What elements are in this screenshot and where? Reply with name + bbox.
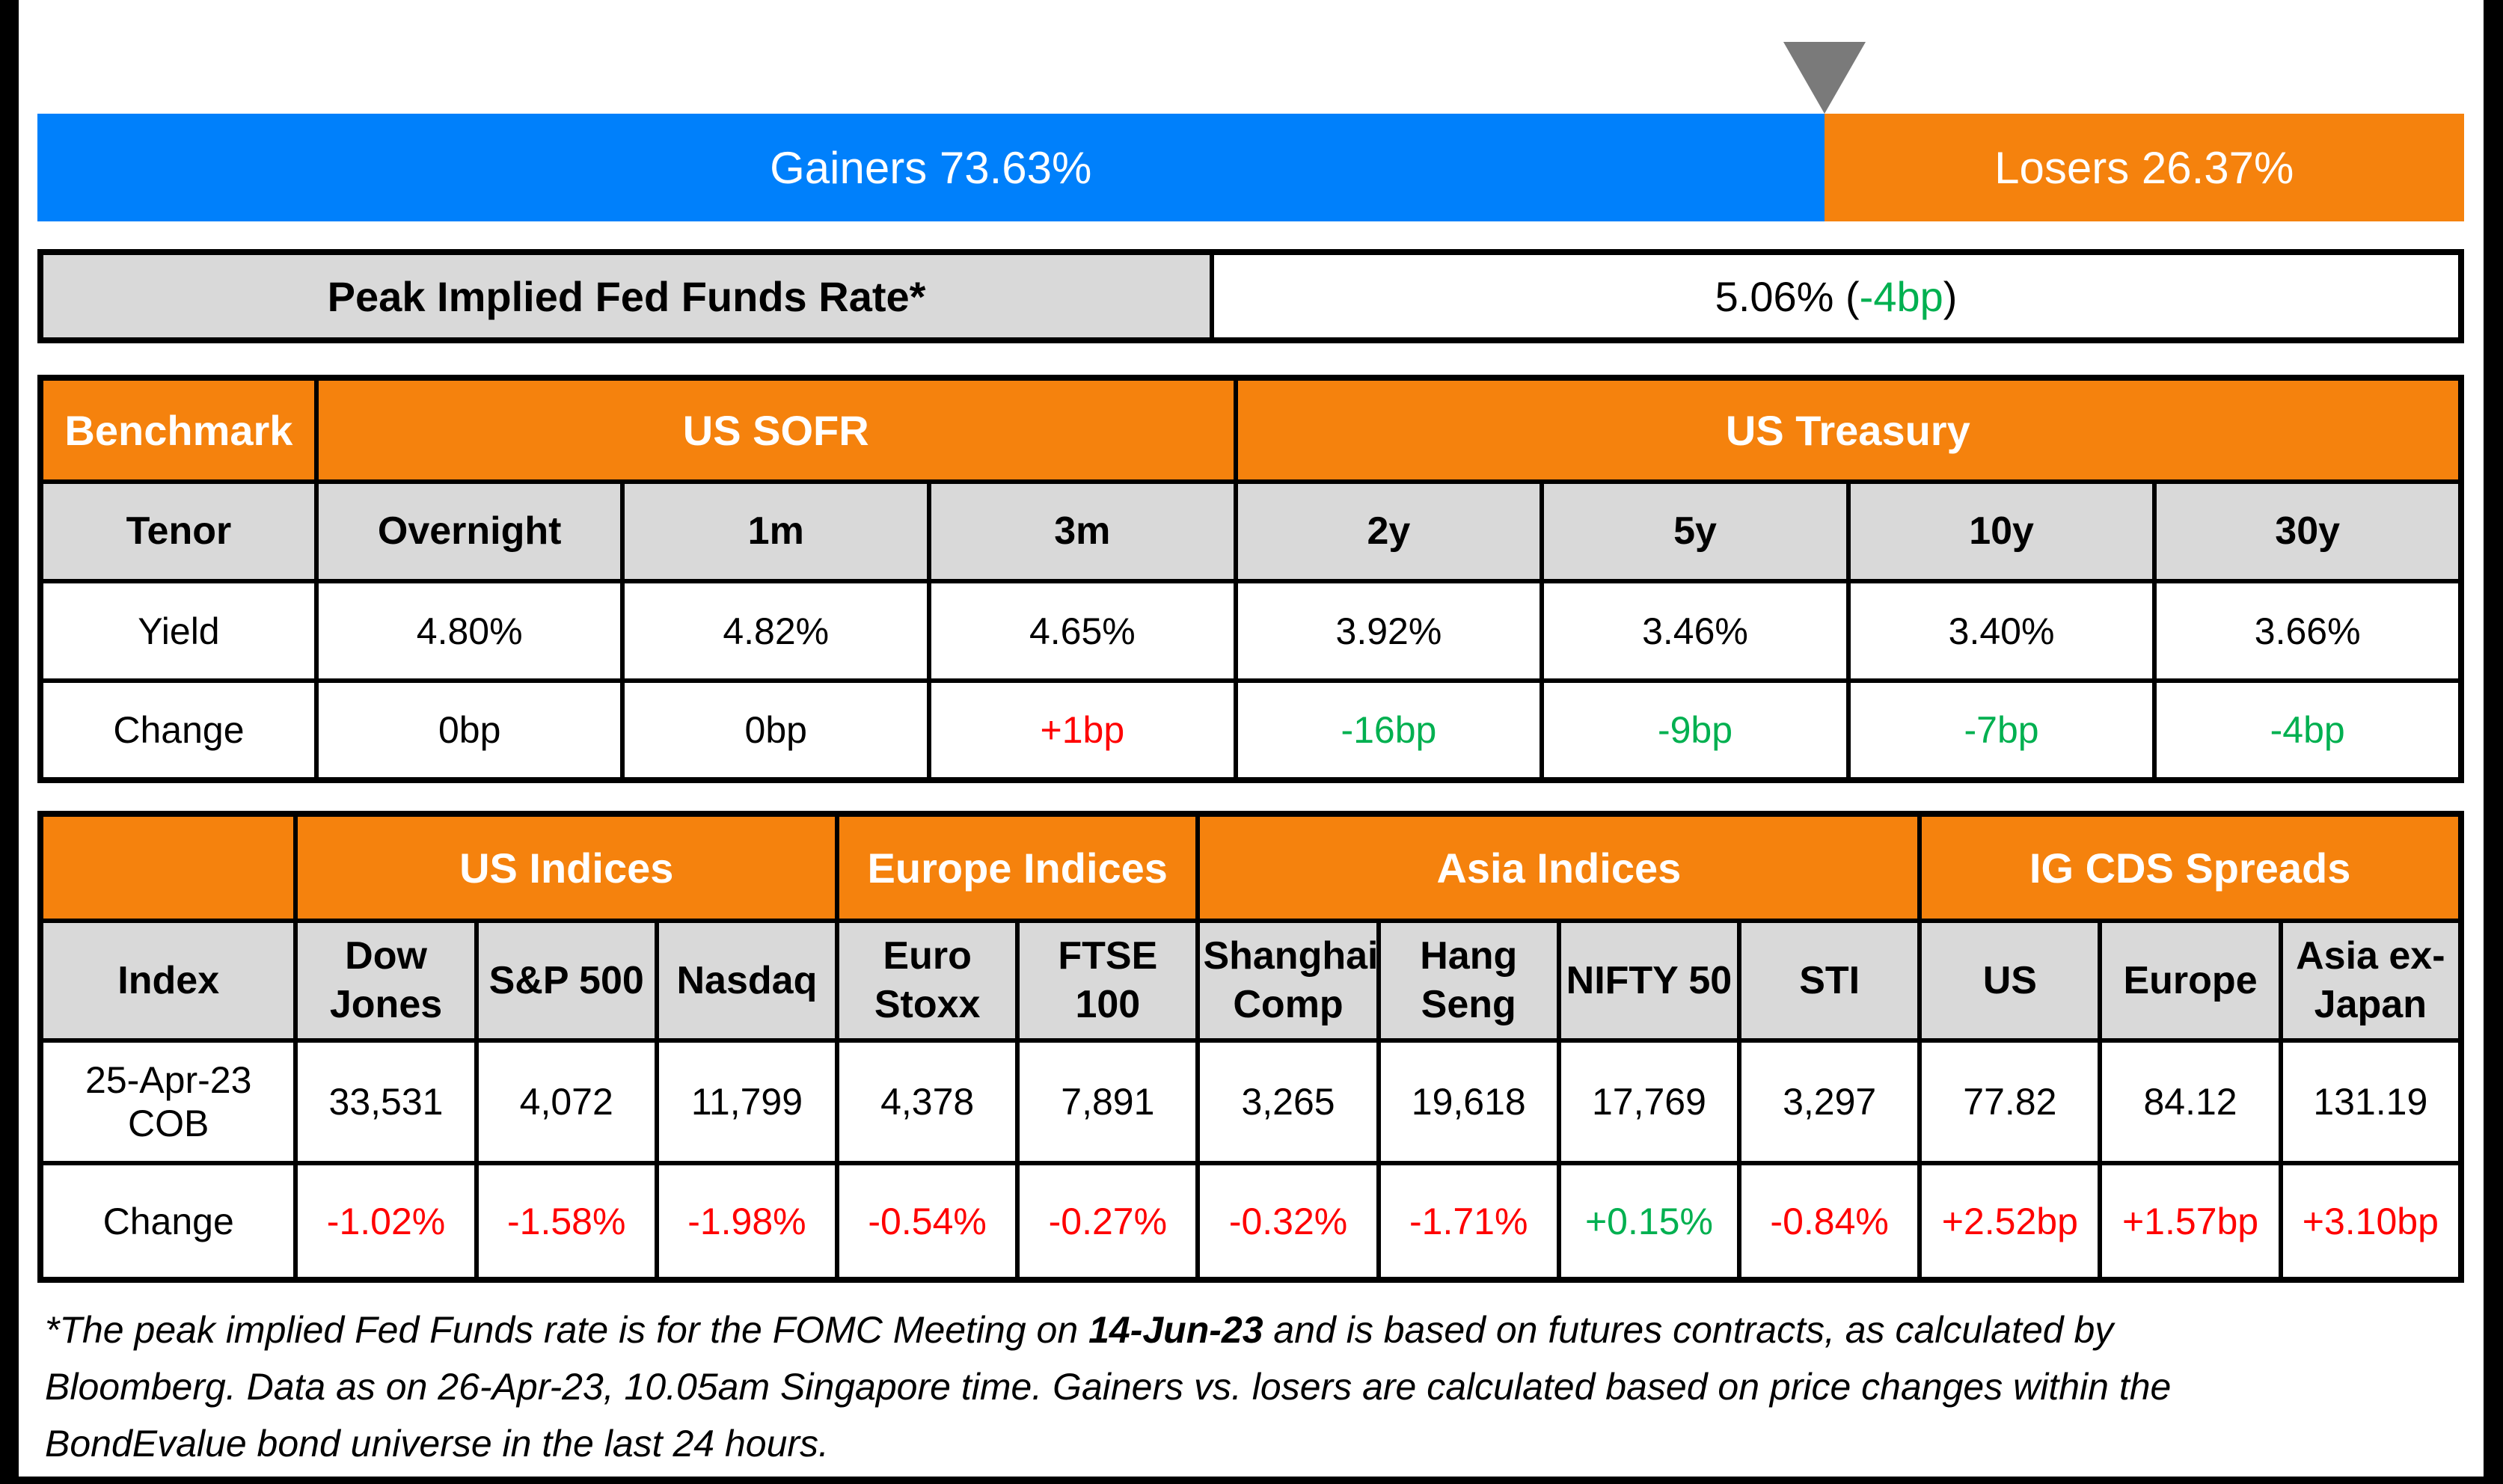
yield-cell: 4.80% [313, 579, 625, 683]
index-value-cell: 33,531 [293, 1038, 479, 1165]
index-row-label: Index [37, 919, 298, 1043]
footnote: *The peak implied Fed Funds rate is for … [45, 1301, 2464, 1472]
index-change-cell: -0.32% [1195, 1161, 1381, 1282]
index-column-cell: FTSE 100 [1015, 919, 1201, 1043]
yield-row-label: Yield [38, 579, 319, 683]
index-change-cell: -0.84% [1737, 1161, 1923, 1282]
footnote-line1-pre: *The peak implied Fed Funds rate is for … [45, 1309, 1089, 1351]
index-change-cell: -1.58% [474, 1161, 659, 1282]
content-area: Gainers 73.63% Losers 26.37% Peak Implie… [37, 0, 2464, 1477]
gainers-label: Gainers 73.63% [770, 142, 1092, 193]
index-value-cell: 84.12 [2098, 1038, 2283, 1165]
index-column-cell: Nasdaq [654, 919, 840, 1043]
benchmark-change-cell: 0bp [620, 678, 932, 782]
indices-change-row-label: Change [37, 1161, 298, 1282]
index-change-cell: +2.52bp [1917, 1161, 2103, 1282]
europe-indices-group-header: Europe Indices [835, 812, 1201, 923]
index-change-cell: -1.02% [293, 1161, 479, 1282]
tenor-cell: 5y [1540, 479, 1851, 583]
benchmark-change-cell: -16bp [1233, 678, 1545, 782]
index-column-cell: Shanghai Comp [1195, 919, 1381, 1043]
yield-cell: 3.66% [2152, 579, 2463, 683]
benchmark-change-cell: +1bp [927, 678, 1238, 782]
index-value-cell: 3,297 [1737, 1038, 1923, 1165]
tenor-row-label: Tenor [38, 479, 319, 583]
peak-fed-funds-row: Peak Implied Fed Funds Rate* 5.06% (-4bp… [37, 249, 2464, 343]
index-column-cell: Europe [2098, 919, 2283, 1043]
index-value-cell: 7,891 [1015, 1038, 1201, 1165]
footnote-line: Bloomberg. Data as on 26-Apr-23, 10.05am… [45, 1366, 2172, 1408]
losers-segment: Losers 26.37% [1824, 114, 2464, 221]
index-value-cell: 4,072 [474, 1038, 659, 1165]
footnote-line1-post: and is based on futures contracts, as ca… [1263, 1309, 2114, 1351]
index-change-cell: -0.54% [835, 1161, 1020, 1282]
tenor-cell: 30y [2152, 479, 2463, 583]
index-change-cell: +0.15% [1556, 1161, 1742, 1282]
index-column-cell: Hang Seng [1376, 919, 1561, 1043]
tenor-cell: 1m [620, 479, 932, 583]
benchmark-change-cell: -9bp [1540, 678, 1851, 782]
tenor-cell: 2y [1233, 479, 1545, 583]
yield-cell: 3.92% [1233, 579, 1545, 683]
benchmark-table: Benchmark US SOFR US Treasury Tenor Over… [37, 375, 2464, 783]
indices-corner-cell [37, 812, 298, 923]
index-change-cell: -1.71% [1376, 1161, 1561, 1282]
index-value-cell: 3,265 [1195, 1038, 1381, 1165]
gainers-losers-bar: Gainers 73.63% Losers 26.37% [37, 114, 2464, 221]
cob-row-label: 25-Apr-23 COB [37, 1038, 298, 1165]
benchmark-change-row-label: Change [38, 678, 319, 782]
index-value-cell: 4,378 [835, 1038, 1020, 1165]
index-value-cell: 11,799 [654, 1038, 840, 1165]
sofr-group-header: US SOFR [313, 375, 1238, 484]
us-indices-group-header: US Indices [293, 812, 840, 923]
footnote-fomc-date: 14-Jun-23 [1088, 1309, 1263, 1351]
peak-fed-funds-value: 5.06% (-4bp) [1214, 255, 2458, 337]
tenor-cell: 3m [927, 479, 1238, 583]
index-column-cell: NIFTY 50 [1556, 919, 1742, 1043]
peak-value-prefix: 5.06% ( [1715, 272, 1860, 320]
benchmark-corner-cell: Benchmark [38, 375, 319, 484]
peak-value-suffix: ) [1943, 272, 1958, 320]
index-change-cell: -0.27% [1015, 1161, 1201, 1282]
benchmark-change-cell: -4bp [2152, 678, 2463, 782]
index-column-cell: Dow Jones [293, 919, 479, 1043]
asia-indices-group-header: Asia Indices [1195, 812, 1923, 923]
tenor-cell: 10y [1845, 479, 2157, 583]
split-marker-triangle-icon [1783, 42, 1866, 114]
ig-cds-group-header: IG CDS Spreads [1917, 812, 2463, 923]
index-value-cell: 19,618 [1376, 1038, 1561, 1165]
benchmark-change-cell: 0bp [313, 678, 625, 782]
treasury-group-header: US Treasury [1233, 375, 2464, 484]
indices-table: US Indices Europe Indices Asia Indices I… [37, 811, 2464, 1283]
yield-cell: 3.46% [1540, 579, 1851, 683]
footnote-line: BondEvalue bond universe in the last 24 … [45, 1423, 829, 1465]
index-column-cell: S&P 500 [474, 919, 659, 1043]
index-column-cell: Euro Stoxx [835, 919, 1020, 1043]
tenor-cell: Overnight [313, 479, 625, 583]
index-value-cell: 131.19 [2278, 1038, 2464, 1165]
benchmark-change-cell: -7bp [1845, 678, 2157, 782]
index-column-cell: STI [1737, 919, 1923, 1043]
gainers-segment: Gainers 73.63% [37, 114, 1825, 221]
yield-cell: 4.82% [620, 579, 932, 683]
index-column-cell: US [1917, 919, 2103, 1043]
peak-value-change: -4bp [1859, 272, 1943, 320]
index-change-cell: +3.10bp [2278, 1161, 2464, 1282]
footnote-line: *The peak implied Fed Funds rate is for … [45, 1301, 2464, 1358]
peak-fed-funds-label: Peak Implied Fed Funds Rate* [43, 255, 1215, 337]
index-change-cell: +1.57bp [2098, 1161, 2283, 1282]
losers-label: Losers 26.37% [1994, 142, 2294, 193]
yield-cell: 4.65% [927, 579, 1238, 683]
index-value-cell: 77.82 [1917, 1038, 2103, 1165]
index-column-cell: Asia ex-Japan [2278, 919, 2464, 1043]
index-value-cell: 17,769 [1556, 1038, 1742, 1165]
index-change-cell: -1.98% [654, 1161, 840, 1282]
yield-cell: 3.40% [1845, 579, 2157, 683]
